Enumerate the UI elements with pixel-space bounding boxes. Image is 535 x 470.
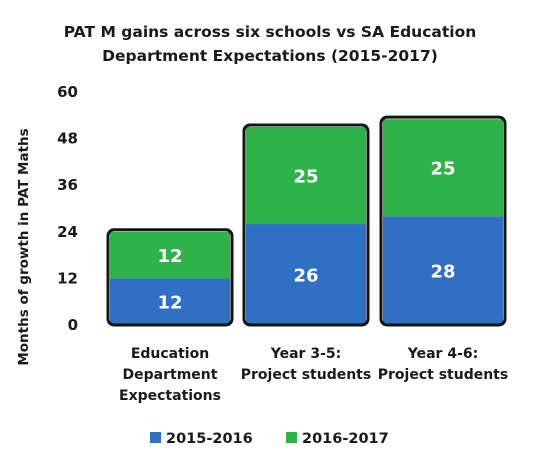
- legend-label: 2016-2017: [302, 431, 389, 447]
- x-axis-categories: Education Department Expectations Year 3-5:…: [119, 346, 508, 404]
- y-axis-ticks: 0 12 24 36 48 60: [57, 83, 78, 334]
- category-label: Project students: [378, 367, 508, 383]
- bar-outline: [242, 123, 370, 327]
- legend-label: 2015-2016: [166, 431, 253, 447]
- y-tick-label: 24: [57, 223, 78, 241]
- data-label: 26: [293, 266, 318, 287]
- bar-segment-2016-2017: [110, 231, 230, 279]
- bar-segment-2016-2017: [383, 119, 503, 217]
- bar-segment-2015-2016: [383, 216, 503, 325]
- legend: 2015-2016 2016-2017: [150, 431, 389, 447]
- bar-segment-2016-2017: [246, 126, 366, 225]
- legend-swatch: [286, 432, 297, 443]
- data-label: 12: [157, 246, 182, 267]
- category-label: Project students: [241, 367, 371, 383]
- chart-title-line-1: PAT M gains across six schools vs SA Edu…: [64, 23, 477, 41]
- bar-segment-2015-2016: [246, 224, 366, 325]
- data-label: 12: [157, 293, 182, 314]
- y-tick-label: 12: [57, 269, 78, 287]
- bar-segment-2015-2016: [110, 278, 230, 325]
- category-label: Year 4-6:: [407, 346, 478, 362]
- y-axis-label: Months of growth in PAT Maths: [16, 128, 32, 365]
- chart-title: PAT M gains across six schools vs SA Edu…: [64, 23, 477, 65]
- data-label: 25: [293, 166, 318, 187]
- chart-title-line-2: Department Expectations (2015-2017): [102, 47, 438, 65]
- y-tick-label: 36: [57, 176, 78, 194]
- category-label: Year 3-5:: [270, 346, 341, 362]
- data-label: 28: [430, 262, 455, 283]
- bars: 12 12 26 25 28 25: [106, 115, 507, 327]
- y-tick-label: 60: [57, 83, 78, 101]
- data-label: 25: [430, 159, 455, 180]
- category-label: Expectations: [119, 388, 221, 404]
- category-label: Department: [123, 367, 218, 383]
- y-tick-label: 48: [57, 130, 78, 148]
- category-label: Education: [131, 346, 209, 362]
- y-tick-label: 0: [68, 316, 78, 334]
- bar-outline: [106, 228, 234, 327]
- bar-outline: [379, 115, 507, 327]
- legend-swatch: [150, 432, 161, 443]
